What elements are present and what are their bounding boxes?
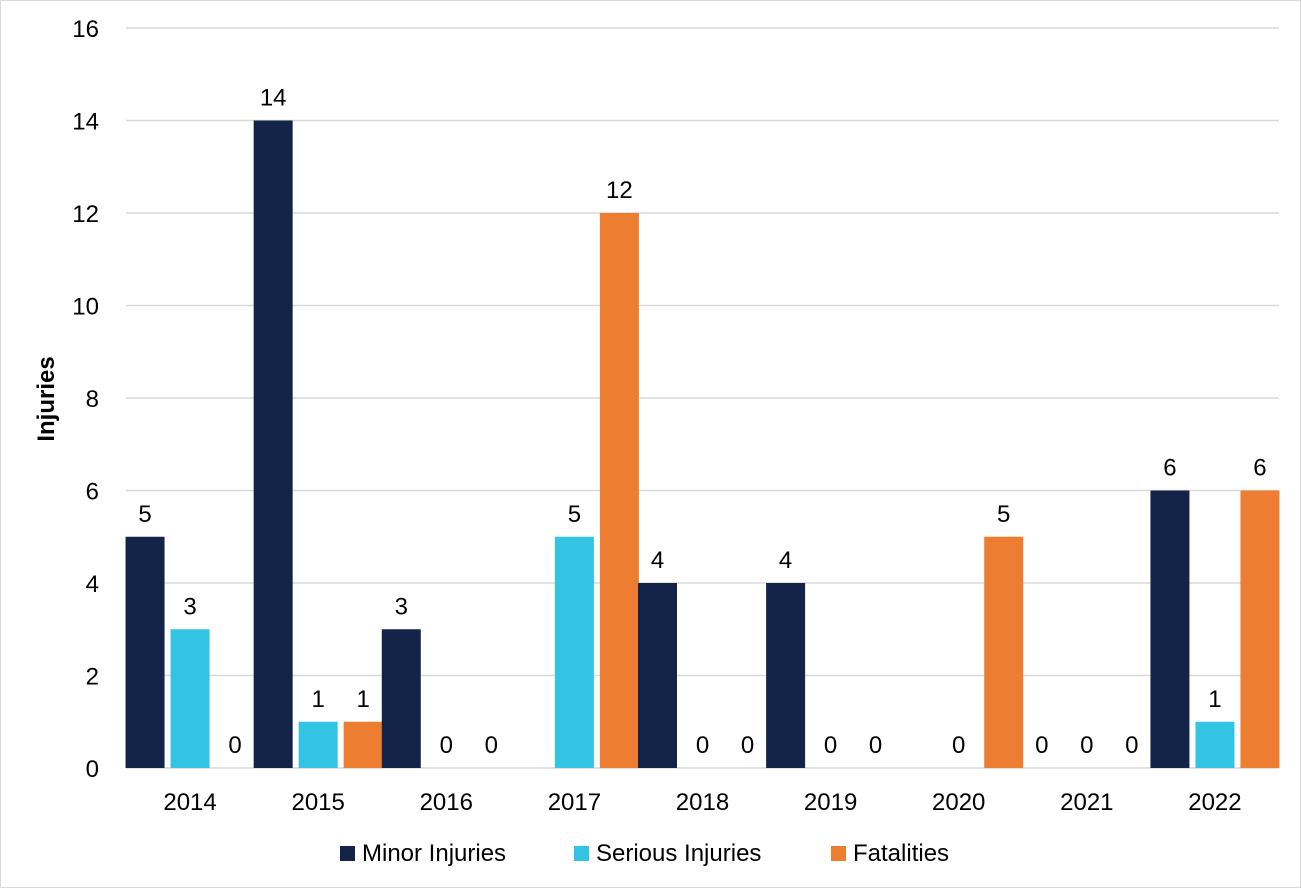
bar-fatalities-2015 <box>343 721 383 768</box>
x-tick-label: 2021 <box>1060 789 1113 816</box>
legend-label: Minor Injuries <box>362 840 506 867</box>
legend-swatch <box>831 846 846 861</box>
data-labels: 5 3 0 14 1 1 3 0 0 5 12 4 0 0 4 0 0 0 5 0 0 0 6 1 6 <box>138 85 1266 760</box>
gridlines <box>126 27 1279 769</box>
data-label: 3 <box>183 593 196 620</box>
y-tick-label: 0 <box>86 756 99 783</box>
data-label: 0 <box>696 732 709 759</box>
y-tick-label: 12 <box>72 201 99 228</box>
y-tick-label: 4 <box>86 571 99 598</box>
data-label: 0 <box>869 732 882 759</box>
data-label: 5 <box>138 501 151 528</box>
data-label: 4 <box>779 547 792 574</box>
data-label: 0 <box>440 732 453 759</box>
bar-minor-injuries-2022 <box>1150 490 1190 768</box>
data-label: 12 <box>606 177 633 204</box>
y-tick-label: 6 <box>86 479 99 506</box>
data-label: 1 <box>356 686 369 713</box>
bar-serious-injuries-2022 <box>1195 721 1235 768</box>
x-tick-label: 2022 <box>1188 789 1241 816</box>
data-label: 5 <box>568 501 581 528</box>
bar-minor-injuries-2019 <box>766 583 806 768</box>
data-label: 3 <box>395 593 408 620</box>
x-tick-label: 2020 <box>932 789 985 816</box>
x-tick-label: 2018 <box>676 789 729 816</box>
x-tick-label: 2017 <box>548 789 601 816</box>
y-tick-label: 14 <box>72 109 99 136</box>
data-label: 0 <box>824 732 837 759</box>
bar-minor-injuries-2016 <box>381 629 421 768</box>
data-label: 0 <box>952 732 965 759</box>
y-tick-label: 2 <box>86 664 99 691</box>
y-axis-ticks: 0 2 4 6 8 10 12 14 16 <box>72 16 99 783</box>
data-label: 6 <box>1253 455 1266 482</box>
bar-minor-injuries-2014 <box>125 536 165 768</box>
data-label: 1 <box>311 686 324 713</box>
data-label: 0 <box>741 732 754 759</box>
legend-swatch <box>574 846 589 861</box>
data-label: 0 <box>1125 732 1138 759</box>
bar-fatalities-2022 <box>1240 490 1280 768</box>
y-axis-title: Injuries <box>33 356 60 441</box>
bar-fatalities-2017 <box>599 213 639 768</box>
x-tick-label: 2015 <box>291 789 344 816</box>
data-label: 5 <box>997 501 1010 528</box>
legend: Minor Injuries Serious Injuries Fatalities <box>340 840 949 867</box>
y-tick-label: 16 <box>72 16 99 43</box>
bar-minor-injuries-2018 <box>638 583 677 768</box>
data-label: 14 <box>260 85 287 112</box>
legend-label: Fatalities <box>853 840 949 867</box>
data-label: 0 <box>485 732 498 759</box>
bar-serious-injuries-2015 <box>298 721 338 768</box>
bar-minor-injuries-2015 <box>253 120 293 768</box>
x-axis-ticks: 2014 2015 2016 2017 2018 2019 2020 2021 2022 <box>163 789 1241 816</box>
data-label: 1 <box>1208 686 1221 713</box>
y-tick-label: 8 <box>86 386 99 413</box>
data-label: 4 <box>651 547 664 574</box>
data-label: 0 <box>228 732 241 759</box>
data-label: 0 <box>1035 732 1048 759</box>
data-label: 0 <box>1080 732 1093 759</box>
x-tick-label: 2014 <box>163 789 216 816</box>
bar-serious-injuries-2017 <box>554 536 594 768</box>
bar-fatalities-2020 <box>984 536 1024 768</box>
bar-serious-injuries-2014 <box>170 629 210 768</box>
y-tick-label: 10 <box>72 294 99 321</box>
x-tick-label: 2016 <box>420 789 473 816</box>
bars <box>125 120 1280 768</box>
legend-swatch <box>340 846 355 861</box>
legend-label: Serious Injuries <box>596 840 761 867</box>
data-label: 6 <box>1163 455 1176 482</box>
x-tick-label: 2019 <box>804 789 857 816</box>
